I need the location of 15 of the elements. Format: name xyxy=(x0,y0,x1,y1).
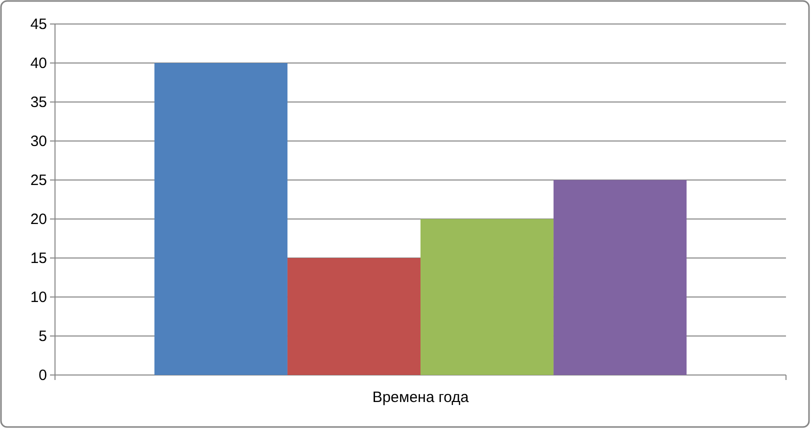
bar xyxy=(420,219,554,375)
x-tick-label: Времена года xyxy=(372,389,470,406)
y-tick-label: 5 xyxy=(38,328,47,345)
y-tick-label: 20 xyxy=(30,210,47,228)
y-tick-label: 0 xyxy=(38,366,47,384)
y-tick-label: 30 xyxy=(30,132,47,150)
y-tick-label: 15 xyxy=(30,250,47,267)
bar xyxy=(554,180,687,375)
y-tick-label: 10 xyxy=(30,288,47,306)
bar xyxy=(287,258,420,375)
y-tick-label: 35 xyxy=(30,94,47,111)
y-tick-label: 40 xyxy=(30,54,47,72)
bar xyxy=(154,63,288,375)
y-tick-label: 45 xyxy=(30,16,47,33)
y-tick-label: 25 xyxy=(30,172,47,189)
